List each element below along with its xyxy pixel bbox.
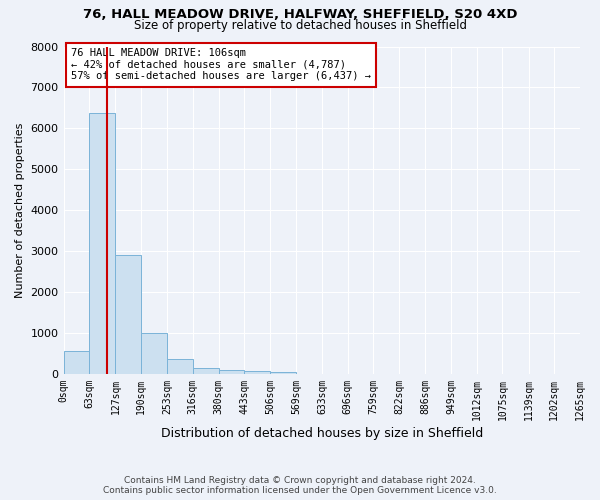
Bar	[89, 113, 115, 374]
Text: 76 HALL MEADOW DRIVE: 106sqm
← 42% of detached houses are smaller (4,787)
57% of: 76 HALL MEADOW DRIVE: 106sqm ← 42% of de…	[71, 48, 371, 82]
Bar	[115, 256, 141, 374]
Text: Size of property relative to detached houses in Sheffield: Size of property relative to detached ho…	[133, 18, 467, 32]
Bar	[193, 368, 218, 374]
X-axis label: Distribution of detached houses by size in Sheffield: Distribution of detached houses by size …	[161, 427, 483, 440]
Bar	[218, 370, 244, 374]
Bar	[141, 333, 167, 374]
Bar	[244, 371, 270, 374]
Bar	[64, 350, 89, 374]
Text: Contains HM Land Registry data © Crown copyright and database right 2024.
Contai: Contains HM Land Registry data © Crown c…	[103, 476, 497, 495]
Bar	[167, 359, 193, 374]
Text: 76, HALL MEADOW DRIVE, HALFWAY, SHEFFIELD, S20 4XD: 76, HALL MEADOW DRIVE, HALFWAY, SHEFFIEL…	[83, 8, 517, 20]
Y-axis label: Number of detached properties: Number of detached properties	[15, 122, 25, 298]
Bar	[270, 372, 296, 374]
